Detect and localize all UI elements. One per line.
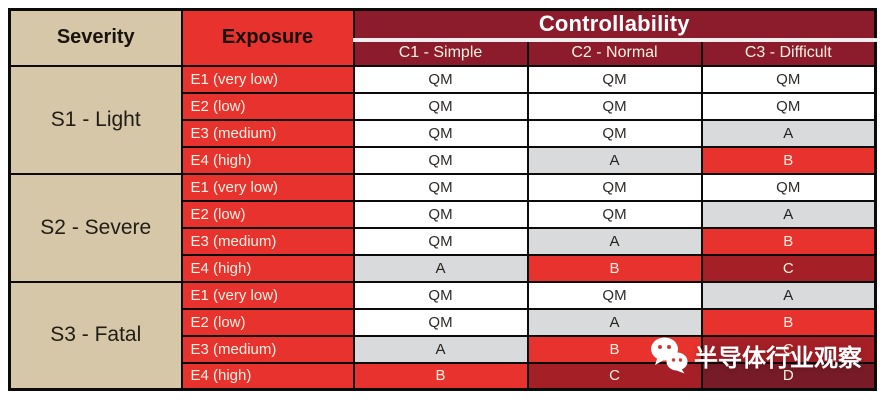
exposure-column-header: Exposure xyxy=(180,8,355,67)
asil-row: E2 (low) QM A B xyxy=(10,307,877,337)
controllability-level-c1: C1 - Simple xyxy=(352,38,529,67)
exposure-cell: E1 (very low) xyxy=(180,64,355,94)
asil-value-cell: B xyxy=(700,307,877,337)
asil-value-cell: QM xyxy=(352,64,529,94)
asil-value-cell: B xyxy=(352,361,529,391)
asil-row: E3 (medium) QM QM A xyxy=(10,118,877,148)
asil-value-cell: B xyxy=(526,253,703,283)
asil-row: E4 (high) QM A B xyxy=(10,145,877,175)
asil-value-cell: D xyxy=(700,361,877,391)
asil-row: S2 - Severe E1 (very low) QM QM QM xyxy=(8,172,877,283)
asil-row: E2 (low) QM QM A xyxy=(10,199,877,229)
asil-row: E4 (high) A B C xyxy=(10,253,877,283)
exposure-cell: E4 (high) xyxy=(180,361,355,391)
asil-value-cell: QM xyxy=(526,64,703,94)
asil-row: E2 (low) QM QM QM xyxy=(10,91,877,121)
header-row-controllability-levels: C1 - Simple C2 - Normal C3 - Difficult xyxy=(10,38,877,67)
exposure-cell: E2 (low) xyxy=(180,199,355,229)
severity-cell: S2 - Severe xyxy=(8,172,183,283)
asil-value-cell: QM xyxy=(352,199,529,229)
exposure-cell: E3 (medium) xyxy=(180,334,355,364)
controllability-level-c2: C2 - Normal xyxy=(526,38,703,67)
exposure-cell: E2 (low) xyxy=(180,91,355,121)
asil-value-cell: QM xyxy=(352,280,529,310)
exposure-cell: E4 (high) xyxy=(180,253,355,283)
asil-value-cell: C xyxy=(700,253,877,283)
exposure-cell: E2 (low) xyxy=(180,307,355,337)
asil-value-cell: A xyxy=(700,118,877,148)
controllability-header: Controllability xyxy=(352,8,877,42)
exposure-cell: E1 (very low) xyxy=(180,172,355,202)
asil-value-cell: QM xyxy=(700,64,877,94)
asil-determination-table: Severity Exposure Controllability C1 - S… xyxy=(8,8,878,391)
exposure-cell: E3 (medium) xyxy=(180,118,355,148)
asil-value-cell: QM xyxy=(526,199,703,229)
asil-value-cell: QM xyxy=(352,226,529,256)
severity-cell: S1 - Light xyxy=(8,64,183,175)
asil-row: E4 (high) B C D xyxy=(10,361,877,391)
asil-value-cell: C xyxy=(700,334,877,364)
asil-value-cell: B xyxy=(700,226,877,256)
asil-value-cell: QM xyxy=(352,172,529,202)
asil-value-cell: QM xyxy=(352,307,529,337)
severity-column-header: Severity xyxy=(8,8,183,67)
asil-value-cell: A xyxy=(352,334,529,364)
asil-row: S3 - Fatal E1 (very low) QM QM A xyxy=(8,280,877,391)
asil-value-cell: C xyxy=(526,361,703,391)
asil-value-cell: A xyxy=(526,226,703,256)
asil-value-cell: QM xyxy=(700,172,877,202)
asil-value-cell: B xyxy=(700,145,877,175)
asil-value-cell: A xyxy=(700,199,877,229)
asil-value-cell: QM xyxy=(352,91,529,121)
asil-value-cell: QM xyxy=(526,118,703,148)
asil-value-cell: QM xyxy=(526,91,703,121)
asil-value-cell: QM xyxy=(526,172,703,202)
asil-row: S1 - Light E1 (very low) QM QM QM xyxy=(8,64,877,175)
severity-cell: S3 - Fatal xyxy=(8,280,183,391)
header-row-top: Severity Exposure Controllability xyxy=(8,8,877,67)
exposure-cell: E3 (medium) xyxy=(180,226,355,256)
asil-value-cell: QM xyxy=(352,118,529,148)
exposure-cell: E4 (high) xyxy=(180,145,355,175)
asil-value-cell: B xyxy=(526,334,703,364)
asil-value-cell: QM xyxy=(700,91,877,121)
asil-row: E3 (medium) QM A B xyxy=(10,226,877,256)
asil-value-cell: A xyxy=(526,307,703,337)
asil-value-cell: QM xyxy=(352,145,529,175)
exposure-cell: E1 (very low) xyxy=(180,280,355,310)
asil-value-cell: A xyxy=(526,145,703,175)
asil-value-cell: QM xyxy=(526,280,703,310)
asil-value-cell: A xyxy=(700,280,877,310)
controllability-level-c3: C3 - Difficult xyxy=(700,38,877,67)
asil-value-cell: A xyxy=(352,253,529,283)
